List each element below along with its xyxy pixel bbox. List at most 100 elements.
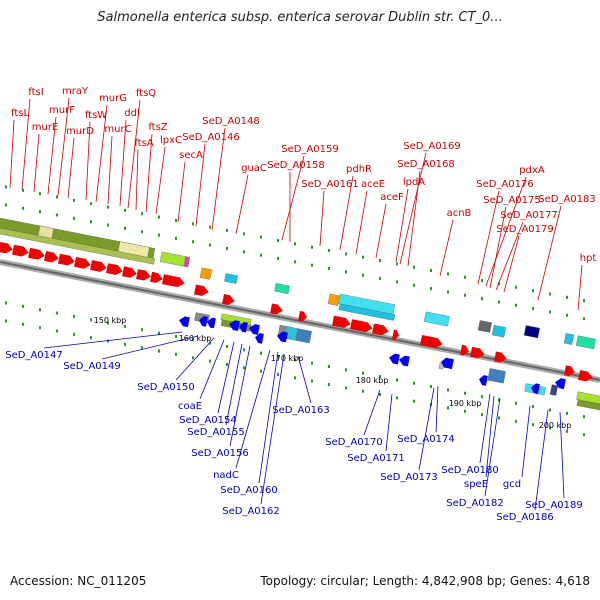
forward-gene-label[interactable]: aceE <box>361 179 385 190</box>
scale-tick-label: 170 kbp <box>271 354 304 363</box>
forward-gene-label[interactable]: ftsI <box>28 87 43 98</box>
forward-gene-label[interactable]: SeD_A0148 <box>202 116 260 127</box>
forward-gene-label[interactable]: murE <box>32 122 59 133</box>
reverse-gene-label[interactable]: SeD_A0163 <box>272 405 330 416</box>
genome-stats-text: Topology: circular; Length: 4,842,908 bp… <box>260 574 590 588</box>
scale-ticks: 150 kbp 160 kbp 170 kbp 180 kbp 190 kbp 200 k… <box>94 316 572 430</box>
forward-gene-label[interactable]: hpt <box>580 253 597 264</box>
forward-gene-label[interactable]: SeD_A0176 <box>476 179 534 190</box>
label-leader-line <box>503 235 520 293</box>
forward-gene-arrow <box>162 274 185 288</box>
label-leader-line <box>559 411 565 499</box>
forward-gene-arrow <box>332 315 351 328</box>
annotation-block <box>327 293 340 306</box>
forward-gene-label[interactable]: ddl <box>124 108 139 119</box>
annotation-block <box>37 225 54 239</box>
reverse-gene-label[interactable]: SeD_A0160 <box>220 485 278 496</box>
forward-gene-label[interactable]: SeD_A0168 <box>397 159 455 170</box>
reverse-gene-label[interactable]: nadC <box>213 470 239 481</box>
forward-gene-label[interactable]: pdhR <box>346 164 372 175</box>
annotation-block <box>183 256 191 268</box>
reverse-gene-label[interactable]: SeD_A0170 <box>325 437 383 448</box>
label-leader-line <box>537 205 562 301</box>
forward-gene-label[interactable]: SeD_A0159 <box>281 144 339 155</box>
forward-gene-label[interactable]: SeD_A0175 <box>483 195 541 206</box>
label-leader-line <box>235 174 249 235</box>
forward-gene-label[interactable]: murF <box>49 105 75 116</box>
forward-gene-label[interactable]: ftsL <box>11 108 29 119</box>
label-leader-line <box>57 97 70 197</box>
label-leader-line <box>260 353 285 505</box>
forward-gene-label[interactable]: ftsQ <box>136 88 156 99</box>
label-leader-line <box>199 339 225 400</box>
forward-gene-labels: ftsLftsImurEmurFmraYmurDftsWmurGmurCddlf… <box>9 86 597 311</box>
reverse-gene-label[interactable]: coaE <box>178 401 202 412</box>
reverse-gene-label[interactable]: speE <box>464 479 488 490</box>
annotation-block <box>295 328 312 344</box>
forward-gene-label[interactable]: pdxA <box>519 165 545 176</box>
reverse-gene-label[interactable]: SeD_A0147 <box>5 350 63 361</box>
map-title: Salmonella enterica subsp. enterica sero… <box>97 10 503 25</box>
forward-gene-label[interactable]: murG <box>99 93 127 104</box>
forward-gene-label[interactable]: lpdA <box>403 177 425 188</box>
reverse-gene-label[interactable]: SeD_A0154 <box>179 415 237 426</box>
forward-gene-label[interactable]: ftsA <box>134 138 153 149</box>
reverse-gene-label[interactable]: SeD_A0171 <box>347 453 405 464</box>
annotation-block <box>575 335 596 350</box>
forward-gene-label[interactable]: murC <box>104 124 131 135</box>
forward-gene-label[interactable]: SeD_A0158 <box>267 160 325 171</box>
label-leader-line <box>217 341 235 414</box>
reverse-gene-label[interactable]: gcd <box>503 479 521 490</box>
reverse-gene-label[interactable]: SeD_A0162 <box>222 506 280 517</box>
forward-gene-label[interactable]: ftsZ <box>148 122 167 133</box>
reverse-gene-arrow <box>239 321 248 333</box>
forward-gene-arrow <box>372 323 389 336</box>
label-leader-line <box>485 176 527 287</box>
reverse-gene-label[interactable]: SeD_A0173 <box>380 472 438 483</box>
forward-gene-label[interactable]: acnB <box>447 208 472 219</box>
reverse-gene-label[interactable]: SeD_A0189 <box>525 500 583 511</box>
forward-gene-label[interactable]: SeD_A0177 <box>500 210 558 221</box>
forward-gene-arrow <box>12 244 29 257</box>
forward-gene-label[interactable]: guaC <box>241 163 267 174</box>
annotation-block <box>487 368 506 384</box>
label-leader-line <box>135 149 139 211</box>
reverse-gene-label[interactable]: SeD_A0182 <box>446 498 504 509</box>
scale-tick-label: 160 kbp <box>179 334 212 343</box>
label-leader-line <box>355 190 368 255</box>
reverse-gene-label[interactable]: SeD_A0174 <box>397 434 455 445</box>
label-leader-line <box>21 98 31 191</box>
forward-gene-label[interactable]: SeD_A0183 <box>538 194 596 205</box>
reverse-gene-label[interactable]: SeD_A0180 <box>441 465 499 476</box>
forward-gene-label[interactable]: SeD_A0146 <box>182 132 240 143</box>
forward-gene-label[interactable]: aceF <box>380 192 404 203</box>
reverse-gene-label[interactable]: SeD_A0156 <box>191 448 249 459</box>
label-leader-line <box>435 385 439 433</box>
label-leader-line <box>145 133 153 213</box>
forward-gene-label[interactable]: ftsW <box>85 110 107 121</box>
forward-gene-label[interactable]: SeD_A0179 <box>496 224 554 235</box>
forward-gene-label[interactable]: lpxC <box>160 135 182 146</box>
forward-gene-label[interactable]: SeD_A0161 <box>301 179 359 190</box>
reverse-gene-label[interactable]: SeD_A0155 <box>187 427 245 438</box>
forward-gene-label[interactable]: secA <box>179 150 203 161</box>
forward-gene-label[interactable]: murD <box>66 126 94 137</box>
forward-gene-arrow <box>270 303 283 315</box>
forward-gene-arrow <box>122 266 137 278</box>
forward-gene-arrow <box>392 329 399 340</box>
label-leader-line <box>297 355 312 404</box>
reverse-gene-label[interactable]: SeD_A0150 <box>137 382 195 393</box>
label-leader-line <box>9 119 15 189</box>
forward-gene-arrow <box>106 263 123 275</box>
label-leader-line <box>339 175 354 251</box>
scale-tick-label: 200 kbp <box>539 421 572 430</box>
forward-gene-label[interactable]: mraY <box>62 86 89 97</box>
label-leader-line <box>95 104 108 203</box>
forward-gene-label[interactable]: SeD_A0169 <box>403 141 461 152</box>
reverse-gene-label[interactable]: SeD_A0149 <box>63 361 121 372</box>
reverse-gene-label[interactable]: SeD_A0186 <box>496 512 554 523</box>
annotation-block <box>199 267 212 280</box>
forward-gene-arrow <box>298 311 307 322</box>
label-leader-line <box>577 264 583 311</box>
